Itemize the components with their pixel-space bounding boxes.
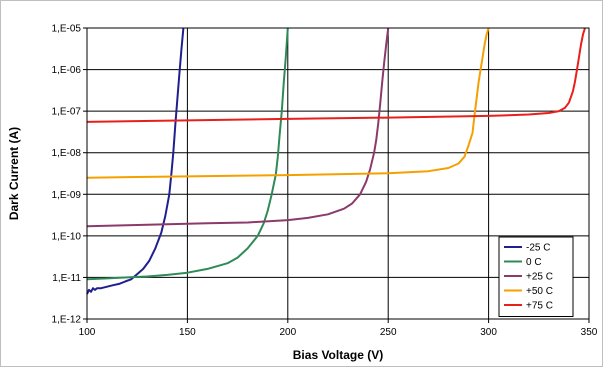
y-tick-label: 1,E-10	[52, 231, 82, 242]
x-tick-label: 150	[179, 327, 196, 338]
y-tick-label: 1,E-12	[52, 315, 82, 326]
x-tick-label: 350	[581, 327, 598, 338]
y-tick-label: 1,E-11	[52, 273, 81, 284]
legend-label: +25 C	[526, 272, 553, 283]
y-axis-title: Dark Current (A)	[7, 127, 21, 220]
x-tick-label: 100	[79, 327, 96, 338]
x-tick-label: 200	[279, 327, 296, 338]
series-line-75c	[86, 27, 586, 123]
legend: -25 C 0 C +25 C +50 C +75 C	[498, 236, 574, 317]
series-line-25c	[86, 27, 185, 295]
legend-label: -25 C	[526, 243, 550, 254]
series-line-25c	[86, 27, 390, 228]
y-tick-label: 1,E-07	[52, 107, 82, 118]
series-line-50c	[86, 27, 490, 179]
y-axis-ticks: 1,E-12 1,E-11 1,E-10 1,E-09 1,E-08 1,E-07 1,E-…	[52, 24, 87, 326]
y-tick-label: 1,E-06	[52, 65, 82, 76]
x-axis-ticks: 100 150 200 250 300 350	[79, 319, 598, 338]
legend-label: +50 C	[526, 286, 553, 297]
y-tick-label: 1,E-05	[52, 24, 82, 35]
legend-label: +75 C	[526, 301, 553, 312]
series-lines	[86, 27, 586, 295]
x-axis-title: Bias Voltage (V)	[293, 348, 383, 362]
legend-label: 0 C	[526, 257, 542, 268]
legend-items: -25 C 0 C +25 C +50 C +75 C	[504, 243, 553, 312]
x-tick-label: 250	[380, 327, 397, 338]
y-tick-label: 1,E-08	[52, 148, 82, 159]
y-tick-label: 1,E-09	[52, 190, 82, 201]
x-tick-label: 300	[480, 327, 497, 338]
plot-area-border	[86, 27, 590, 320]
